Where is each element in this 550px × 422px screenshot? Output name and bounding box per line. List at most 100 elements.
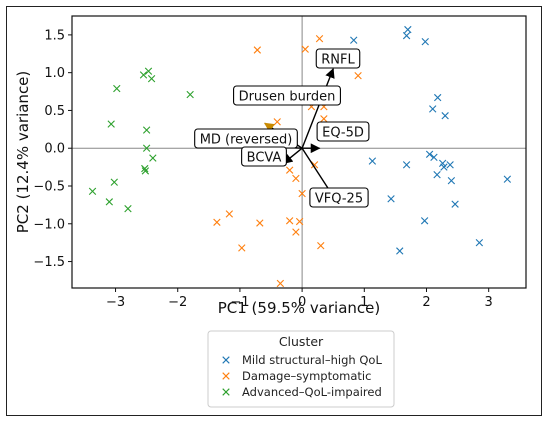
- data-point: [141, 167, 150, 175]
- data-point: [368, 157, 377, 165]
- legend-label: Damage–symptomatic: [242, 369, 371, 383]
- data-point: [315, 34, 324, 43]
- svg-text:Drusen burden: Drusen burden: [239, 90, 336, 105]
- data-point: [285, 166, 294, 174]
- x-tick-label: −1: [230, 295, 249, 310]
- loading-label-box: [315, 48, 361, 69]
- data-point: [147, 75, 156, 83]
- legend-item: Mild structural–high QoL: [222, 353, 382, 367]
- data-point: [451, 200, 459, 208]
- legend-label: Advanced–QoL-impaired: [242, 385, 382, 399]
- data-point: [141, 164, 149, 173]
- data-point: [186, 90, 194, 99]
- x-tick-label: −2: [168, 295, 187, 310]
- data-point: [433, 93, 442, 102]
- x-axis-title: PC1 (59.5% variance): [218, 299, 381, 317]
- svg-text:BCVA: BCVA: [247, 151, 282, 166]
- legend-item: Damage–symptomatic: [222, 369, 371, 383]
- legend-marker: [222, 372, 230, 380]
- data-point: [475, 238, 484, 247]
- y-tick-label: −1.5: [33, 255, 65, 270]
- data-point: [124, 204, 132, 213]
- y-axis-title: PC2 (12.4% variance): [14, 71, 32, 234]
- svg-text:VFQ-25: VFQ-25: [315, 192, 363, 207]
- plot-area: [72, 16, 526, 288]
- svg-text:EQ-5D: EQ-5D: [322, 126, 364, 141]
- loading-label-box: [233, 85, 341, 106]
- data-point: [446, 161, 454, 169]
- y-tick-label: 0.5: [44, 104, 65, 119]
- data-point: [256, 219, 264, 227]
- legend-box: [207, 330, 395, 408]
- x-tick-label: 2: [422, 295, 430, 310]
- data-point: [317, 241, 325, 250]
- data-point: [430, 153, 438, 161]
- loading-label-box: [241, 146, 287, 167]
- data-point: [253, 46, 262, 54]
- data-point: [387, 195, 395, 203]
- axes: −3 −2 −1 0 1 2 3 1.5 1.0 0.5 0.0 −0.5 −1.0 −1.5: [33, 15, 527, 310]
- data-point: [441, 112, 449, 120]
- data-point: [238, 244, 246, 252]
- data-point: [503, 175, 512, 183]
- data-point: [396, 247, 404, 255]
- data-point: [310, 161, 319, 169]
- data-point: [273, 118, 281, 126]
- y-tick-label: −1.0: [33, 217, 65, 232]
- loading-label: BCVA: [241, 146, 287, 167]
- data-point: [447, 177, 456, 185]
- data-point: [295, 217, 304, 226]
- figure-frame: [6, 6, 542, 416]
- data-point: [292, 174, 300, 183]
- data-point: [110, 178, 118, 186]
- loading-label-box: [316, 121, 370, 142]
- data-point: [113, 84, 121, 93]
- x-tick-label: 3: [485, 295, 493, 310]
- legend-marker: [222, 388, 230, 396]
- data-point: [144, 67, 153, 75]
- data-point: [425, 150, 434, 158]
- data-point: [142, 126, 151, 134]
- data-point: [404, 25, 412, 34]
- data-point: [354, 71, 362, 80]
- data-point: [350, 36, 358, 44]
- data-point: [440, 163, 448, 171]
- y-tick-label: 1.0: [44, 66, 65, 81]
- loading-label-box: [309, 187, 369, 208]
- legend-marker: [222, 356, 230, 364]
- data-point: [225, 210, 234, 218]
- svg-text:RNFL: RNFL: [321, 53, 355, 68]
- data-point: [213, 218, 221, 226]
- svg-text:MD (reversed): MD (reversed): [200, 133, 293, 148]
- loading-label: RNFL: [315, 48, 361, 69]
- data-point: [433, 170, 441, 179]
- data-point: [292, 228, 300, 236]
- legend-item: Advanced–QoL-impaired: [222, 385, 382, 399]
- data-point: [301, 45, 309, 53]
- data-point: [139, 71, 148, 79]
- axes-box: [71, 15, 527, 289]
- data-point: [285, 217, 294, 225]
- x-tick-label: 1: [360, 295, 368, 310]
- data-point: [107, 120, 115, 128]
- x-tick-label: −3: [106, 295, 125, 310]
- data-point: [402, 161, 411, 169]
- data-point: [88, 187, 97, 195]
- y-tick-label: 1.5: [44, 28, 65, 43]
- data-point: [429, 105, 437, 113]
- data-point: [142, 144, 151, 152]
- data-point: [105, 198, 114, 206]
- y-tick-label: −0.5: [33, 180, 65, 195]
- loading-label: Drusen burden: [233, 85, 341, 106]
- legend-title: Cluster: [279, 334, 324, 349]
- legend: Cluster Mild structural–high QoL Damage–sy…: [207, 330, 395, 408]
- data-point: [421, 37, 429, 46]
- data-point: [402, 31, 411, 40]
- data-point: [298, 189, 306, 198]
- loading-arrow: [301, 67, 335, 149]
- loading-vectors: RNFL Drusen burden MD (reversed) EQ-5D BCVA V…: [194, 48, 370, 208]
- loading-label: MD (reversed): [194, 128, 298, 149]
- loading-label: EQ-5D: [316, 121, 370, 142]
